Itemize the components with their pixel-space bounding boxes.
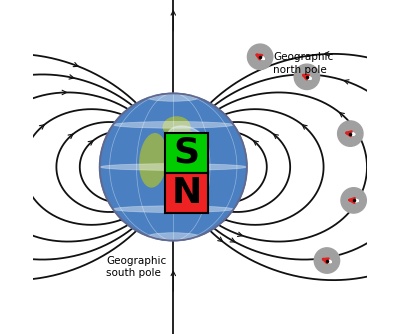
Ellipse shape [100,164,247,170]
Ellipse shape [163,117,190,137]
Text: Geographic
south pole: Geographic south pole [106,256,167,279]
Ellipse shape [113,206,234,212]
Ellipse shape [140,134,167,187]
Ellipse shape [175,171,205,203]
Circle shape [294,64,320,90]
Ellipse shape [148,233,198,239]
Ellipse shape [148,95,198,101]
Text: N: N [172,176,202,210]
Ellipse shape [113,122,234,128]
Circle shape [314,248,340,273]
Ellipse shape [167,126,206,155]
FancyBboxPatch shape [165,133,208,173]
Circle shape [338,121,363,146]
Text: S: S [174,136,200,170]
Ellipse shape [166,127,200,173]
Circle shape [248,44,273,69]
Circle shape [100,94,247,240]
Text: Geographic
north pole: Geographic north pole [274,52,334,75]
Circle shape [341,188,366,213]
FancyBboxPatch shape [165,173,208,213]
